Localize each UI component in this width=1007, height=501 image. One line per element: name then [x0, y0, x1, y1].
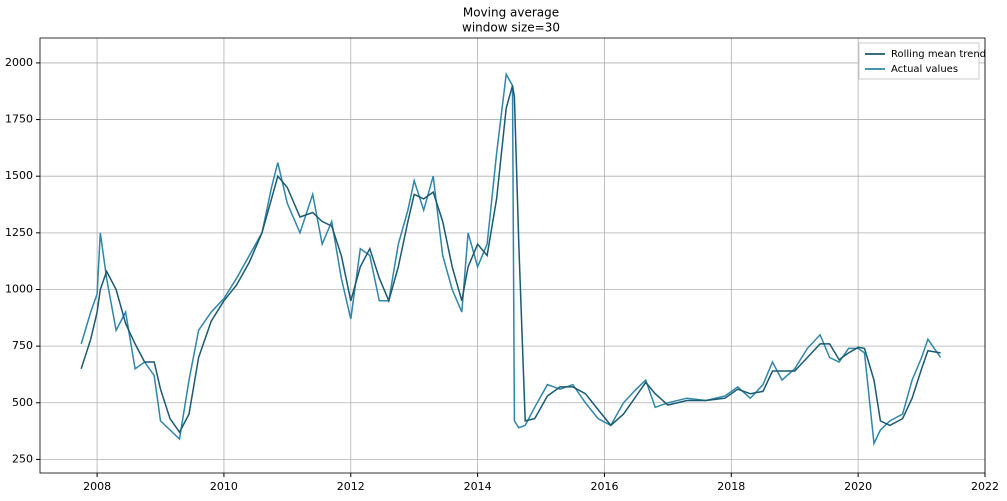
x-tick-label: 2018 — [717, 480, 745, 493]
series-line — [80, 85, 941, 434]
y-tick-label: 1500 — [5, 169, 33, 182]
y-tick-label: 250 — [12, 452, 33, 465]
plot-frame — [39, 37, 986, 474]
y-tick-label: 1250 — [5, 226, 33, 239]
legend-label: Rolling mean trend — [891, 49, 986, 60]
x-tick-label: 2012 — [337, 480, 365, 493]
y-tick-label: 2000 — [5, 56, 33, 69]
y-tick-label: 750 — [12, 339, 33, 352]
x-tick-label: 2020 — [844, 480, 872, 493]
x-tick-label: 2014 — [464, 480, 492, 493]
chart-subtitle: window size=30 — [462, 21, 560, 35]
series-line — [80, 71, 942, 447]
x-tick-label: 2008 — [83, 480, 111, 493]
chart-title: Moving average — [463, 6, 559, 20]
legend-box — [858, 42, 980, 80]
legend-label: Actual values — [891, 64, 958, 75]
y-tick-label: 1000 — [5, 282, 33, 295]
y-tick-label: 500 — [12, 396, 33, 409]
y-tick-label: 1750 — [5, 113, 33, 126]
x-tick-label: 2016 — [590, 480, 618, 493]
x-tick-label: 2010 — [210, 480, 238, 493]
x-tick-label: 2022 — [971, 480, 999, 493]
